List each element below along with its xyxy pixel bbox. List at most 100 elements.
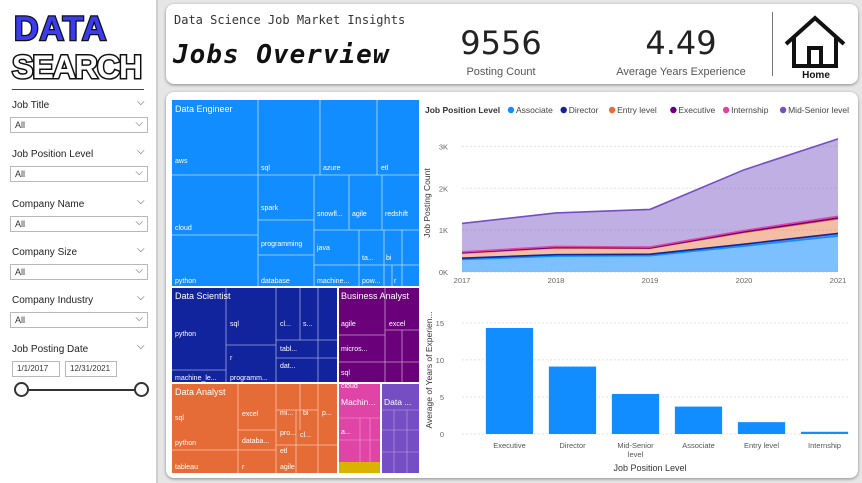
x-tick-label: Entry level [744, 441, 779, 450]
job-title-skills-treemap[interactable]: Data Engineer aws sql azure etl cloud sp… [172, 100, 419, 473]
bar-axes: 0 5 10 15 Executive Director Mid-Senior level As… [436, 319, 841, 459]
chevron-down-icon[interactable]: ⌵ [137, 244, 145, 255]
treemap-skill-label: programm... [230, 375, 268, 382]
avg-experience-value: 4.49 [645, 24, 717, 62]
treemap-skill-label: machine... [317, 278, 349, 285]
treemap-group-other[interactable] [381, 383, 419, 473]
job-title-label: Job Title [12, 100, 50, 111]
treemap-group-data-scientist[interactable] [172, 287, 338, 383]
treemap-skill-label: cl... [300, 432, 311, 439]
legend-marker [507, 106, 515, 114]
bar-associate[interactable] [674, 406, 723, 434]
legend-item[interactable]: Entry level [617, 105, 657, 115]
treemap-skill-label: sql [230, 321, 239, 328]
treemap-skill-label: aws [175, 158, 188, 165]
job-title-dropdown[interactable]: All ⌵ [10, 117, 148, 133]
area-line-executive [461, 217, 839, 254]
bar-y-axis-title: Average of Years of Experien... [424, 311, 434, 428]
treemap-group-machine-learning[interactable] [338, 383, 381, 473]
page-title: Jobs Overview [173, 40, 390, 70]
treemap-skill-label: python [175, 440, 196, 447]
dashboard-subtitle: Data Science Job Market Insights [174, 13, 406, 27]
legend-marker [670, 106, 677, 114]
y-tick-label: 10 [436, 356, 444, 365]
home-button-label[interactable]: Home [802, 70, 830, 81]
dropdown-value: All [15, 219, 26, 229]
company-industry-dropdown[interactable]: All ⌵ [10, 312, 148, 328]
legend-item[interactable]: Director [569, 105, 599, 115]
x-tick-label: Mid-Senior level [617, 441, 654, 459]
bar-mid-senior-level[interactable] [611, 393, 660, 434]
date-slider-end-handle[interactable] [134, 382, 149, 397]
legend-item[interactable]: Mid-Senior level [788, 105, 849, 115]
legend-item[interactable]: Executive [678, 105, 715, 115]
y-tick-label: 3K [439, 142, 448, 151]
chevron-down-icon: ⌵ [135, 118, 143, 129]
treemap-skill-label: bi [386, 255, 392, 262]
area-line-internship [461, 215, 839, 253]
treemap-skill-label: ta... [362, 255, 374, 262]
treemap-group-data-engineer[interactable] [172, 100, 419, 287]
bar-director[interactable] [548, 366, 597, 434]
start-date-input[interactable]: 1/1/2017 [12, 361, 60, 377]
avg-experience-label: Average Years Experience [616, 66, 746, 78]
treemap-skill-label: sql [175, 415, 184, 422]
chevron-down-icon[interactable]: ⌵ [137, 97, 145, 108]
job-position-level-dropdown[interactable]: All ⌵ [10, 166, 148, 182]
chevron-down-icon[interactable]: ⌵ [137, 292, 145, 303]
treemap-skill-label: databa... [242, 438, 269, 445]
area-band-mid-senior-level[interactable] [462, 138, 838, 252]
dropdown-value: All [15, 315, 26, 325]
treemap-group-data-analyst[interactable] [172, 383, 338, 473]
job-posting-date-label: Job Posting Date [12, 344, 89, 355]
bar-entry-level[interactable] [737, 422, 786, 434]
x-tick-label: 2021 [830, 276, 847, 285]
posting-count-label: Posting Count [466, 66, 536, 78]
treemap-group-business-analyst[interactable] [338, 287, 419, 383]
treemap-skill-label: a... [341, 429, 351, 436]
treemap-skill-label: azure [323, 165, 341, 172]
job-posting-area-chart[interactable]: Job Position Level Associate Director Entry… [420, 98, 858, 290]
treemap-skill-label: dat... [280, 363, 296, 370]
end-date-input[interactable]: 12/31/2021 [65, 361, 117, 377]
treemap-skill-label: bi [303, 410, 309, 417]
chevron-down-icon[interactable]: ⌵ [137, 146, 145, 157]
treemap-skill-label: mi... [280, 410, 293, 417]
bar-x-axis-title: Job Position Level [613, 463, 686, 473]
chevron-down-icon[interactable]: ⌵ [137, 196, 145, 207]
legend-item[interactable]: Internship [731, 105, 769, 115]
date-range-slider-track[interactable] [21, 389, 142, 391]
logo-line-2: SEARCH [12, 49, 141, 82]
area-plot[interactable] [461, 138, 839, 272]
area-band-associate[interactable] [462, 235, 838, 272]
y-tick-label: 0 [440, 430, 444, 439]
bar-plot[interactable] [485, 328, 849, 434]
treemap-skill-label: etl [381, 165, 389, 172]
dropdown-value: All [15, 120, 26, 130]
chevron-down-icon[interactable]: ⌵ [137, 341, 145, 352]
logo-line-1: DATA [14, 10, 107, 48]
area-axes: 0K 1K 2K 3K 2017 2018 2019 2020 2021 [439, 142, 847, 285]
legend-item[interactable]: Associate [516, 105, 553, 115]
area-line-mid-senior-level [461, 138, 839, 225]
header-card: Data Science Job Market Insights Jobs Ov… [166, 4, 858, 84]
avg-experience-bar-chart[interactable]: 0 5 10 15 Executive Director Mid-Senior level As… [420, 292, 858, 478]
company-size-label: Company Size [12, 247, 78, 258]
treemap-skill-label: snowfl... [317, 211, 343, 218]
bar-executive[interactable] [485, 328, 534, 434]
bar-internship[interactable] [800, 431, 849, 434]
y-tick-label: 15 [436, 319, 444, 328]
treemap-skill-label: pow... [362, 278, 380, 285]
date-slider-start-handle[interactable] [14, 382, 29, 397]
legend-marker [608, 106, 616, 114]
company-name-dropdown[interactable]: All ⌵ [10, 216, 148, 232]
treemap-skill-label: sql [261, 165, 270, 172]
treemap-group-label: Business Analyst [341, 291, 410, 301]
home-icon[interactable] [780, 10, 850, 82]
treemap-group-label: Machin... [341, 397, 376, 407]
y-tick-label: 2K [439, 184, 448, 193]
treemap-skill-label: etl [280, 448, 288, 455]
company-size-dropdown[interactable]: All ⌵ [10, 264, 148, 280]
legend-marker [779, 106, 787, 114]
treemap-skill-label: sql [341, 370, 350, 377]
